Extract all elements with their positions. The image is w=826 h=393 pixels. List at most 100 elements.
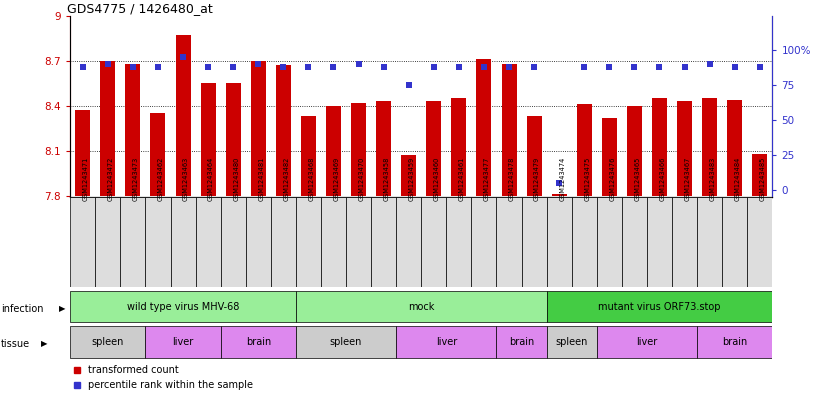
Text: wild type virus MHV-68: wild type virus MHV-68 (127, 301, 240, 312)
Bar (602, 118, 617, 196)
Bar (170, 196, 196, 287)
Bar (396, 326, 496, 358)
Text: mock: mock (408, 301, 434, 312)
Text: GSM1243461: GSM1243461 (459, 157, 465, 201)
Point (477, 64, 491, 70)
Bar (496, 326, 547, 358)
Bar (145, 196, 170, 287)
Point (577, 64, 591, 70)
Bar (547, 326, 596, 358)
Bar (221, 196, 246, 287)
Text: GSM1243460: GSM1243460 (434, 157, 439, 201)
Text: liver: liver (636, 337, 657, 347)
Bar (296, 196, 321, 287)
Text: spleen: spleen (556, 337, 588, 347)
Bar (70, 326, 145, 358)
Text: GSM1243463: GSM1243463 (183, 157, 189, 201)
Text: brain: brain (509, 337, 534, 347)
Text: infection: infection (1, 303, 43, 314)
Point (126, 64, 140, 70)
Text: ▶: ▶ (40, 340, 47, 348)
Bar (572, 196, 597, 287)
Point (226, 64, 240, 70)
Bar (527, 116, 542, 196)
Bar (246, 196, 271, 287)
Bar (501, 64, 516, 196)
Text: GSM1243473: GSM1243473 (133, 157, 139, 201)
Bar (75, 110, 90, 196)
Point (653, 64, 666, 70)
Bar (70, 290, 296, 322)
Text: GSM1243467: GSM1243467 (685, 157, 691, 201)
Bar (597, 196, 622, 287)
Text: GSM1243466: GSM1243466 (659, 157, 666, 201)
Bar (100, 61, 116, 196)
Text: GSM1243480: GSM1243480 (233, 157, 240, 201)
Text: GSM1243475: GSM1243475 (584, 157, 591, 201)
Bar (697, 326, 772, 358)
Bar (150, 113, 165, 196)
Bar (727, 100, 743, 196)
Bar (421, 196, 446, 287)
Bar (145, 326, 221, 358)
Bar (376, 101, 392, 196)
Bar (552, 194, 567, 196)
Point (753, 64, 767, 70)
Bar (221, 326, 296, 358)
Text: ▶: ▶ (59, 304, 65, 313)
Bar (477, 59, 491, 196)
Point (252, 61, 265, 68)
Text: tissue: tissue (1, 339, 30, 349)
Point (603, 64, 616, 70)
Bar (547, 290, 772, 322)
Bar (296, 326, 396, 358)
Text: transformed count: transformed count (88, 365, 178, 375)
Text: GSM1243474: GSM1243474 (559, 157, 565, 201)
Bar (126, 64, 140, 196)
Bar (451, 98, 467, 196)
Point (76, 64, 89, 70)
Point (202, 64, 215, 70)
Bar (547, 196, 572, 287)
Point (502, 64, 515, 70)
Text: GSM1243484: GSM1243484 (734, 157, 741, 201)
Bar (577, 104, 591, 196)
Bar (752, 154, 767, 196)
Bar (296, 290, 547, 322)
Bar (326, 106, 341, 196)
Text: GSM1243483: GSM1243483 (710, 157, 715, 201)
Text: GSM1243469: GSM1243469 (334, 157, 339, 201)
Point (728, 64, 741, 70)
Bar (70, 196, 95, 287)
Text: GSM1243476: GSM1243476 (610, 157, 615, 201)
Bar (321, 196, 346, 287)
Point (327, 64, 340, 70)
Text: GSM1243482: GSM1243482 (283, 157, 289, 201)
Point (628, 64, 641, 70)
Text: liver: liver (435, 337, 457, 347)
Bar (176, 35, 191, 196)
Bar (521, 196, 547, 287)
Point (427, 64, 440, 70)
Bar (672, 196, 697, 287)
Bar (396, 196, 421, 287)
Bar (225, 83, 240, 196)
Bar (426, 101, 441, 196)
Bar (702, 98, 717, 196)
Text: brain: brain (722, 337, 748, 347)
Point (528, 64, 541, 70)
Point (377, 64, 390, 70)
Bar (196, 196, 221, 287)
Bar (201, 83, 216, 196)
Text: GSM1243485: GSM1243485 (760, 157, 766, 201)
Text: GSM1243481: GSM1243481 (259, 157, 264, 201)
Text: GSM1243478: GSM1243478 (509, 157, 515, 201)
Text: GSM1243477: GSM1243477 (484, 157, 490, 201)
Text: GSM1243462: GSM1243462 (158, 157, 164, 201)
Bar (496, 196, 521, 287)
Text: mutant virus ORF73.stop: mutant virus ORF73.stop (598, 301, 721, 312)
Point (151, 64, 164, 70)
Point (277, 64, 290, 70)
Text: GSM1243471: GSM1243471 (83, 157, 88, 201)
Bar (301, 116, 316, 196)
